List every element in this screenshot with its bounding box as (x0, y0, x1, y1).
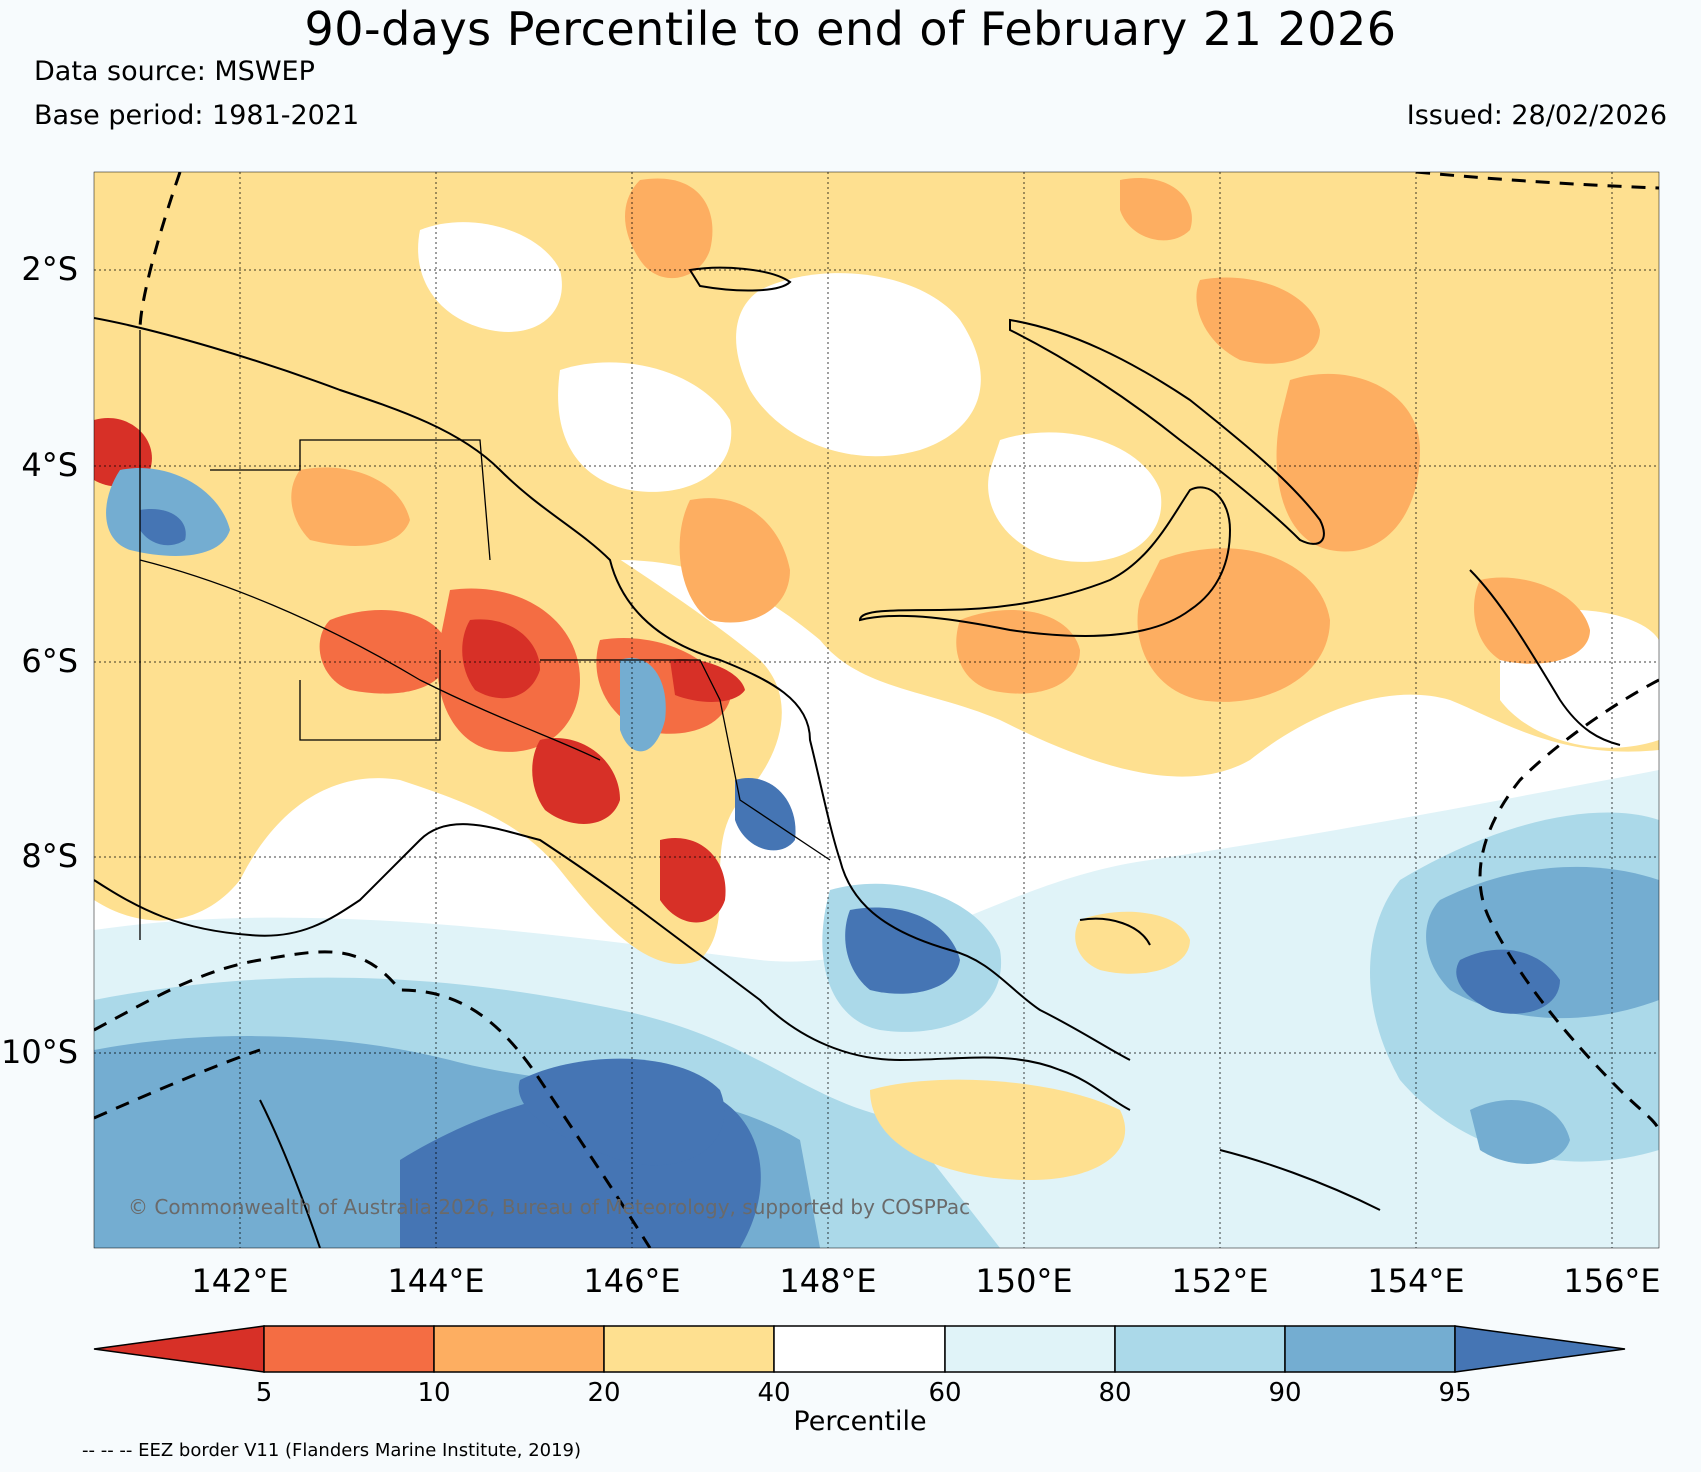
eez-border-torres (94, 1048, 261, 1120)
field-90-95-se (1470, 1100, 1570, 1164)
map-plot-area: © Commonwealth of Australia 2026, Bureau… (94, 172, 1659, 1248)
field-gt95-west (140, 509, 186, 546)
colorbar-tick-label: 95 (1438, 1378, 1471, 1408)
field-10-20-f (1137, 548, 1330, 702)
map-title: 90-days Percentile to end of February 21… (304, 2, 1397, 56)
lon-tick-label: 152°E (1171, 1262, 1268, 1300)
lat-tick-label: 8°S (21, 837, 78, 875)
colorbar-segment-60-80 (944, 1325, 1116, 1373)
colorbar-tick-label: 90 (1268, 1378, 1301, 1408)
province-border-d (540, 659, 831, 861)
new-guinea-south-coast (94, 823, 1131, 1111)
field-10-20-c (1196, 277, 1320, 364)
lat-tick-label: 4°S (21, 446, 78, 484)
colorbar-tick-label: 40 (757, 1378, 790, 1408)
colorbar-ticks: 5 10 20 40 60 80 90 95 (256, 1378, 1472, 1408)
lon-tick-label: 156°E (1563, 1262, 1660, 1300)
field-40-60-north-2 (988, 432, 1162, 562)
graticule (94, 172, 1659, 1248)
new-britain-coast (858, 486, 1232, 637)
lon-axis: 142°E 144°E 146°E 148°E 150°E 152°E 154°… (191, 1262, 1660, 1300)
new-ireland-coast (1009, 318, 1325, 545)
data-source-label: Data source: MSWEP (34, 56, 315, 87)
colorbar-segment-90-95 (1284, 1325, 1456, 1373)
rossel-coast (1219, 1149, 1381, 1211)
coastlines (94, 266, 1621, 1248)
lon-tick-label: 142°E (191, 1262, 288, 1300)
borders (139, 330, 831, 940)
colorbar-tick-label: 10 (417, 1378, 450, 1408)
new-guinea-north-coast (94, 317, 1131, 1061)
field-90-95-highlands (620, 658, 666, 752)
colorbar-title: Percentile (793, 1406, 926, 1437)
field-10-20-mainland-a (291, 467, 410, 546)
field-5-10-mainland (319, 610, 450, 694)
lat-tick-label: 2°S (21, 250, 78, 288)
bougainville-coast (1469, 569, 1621, 746)
field-40-60-north-3 (418, 222, 562, 332)
eez-borders (94, 172, 1659, 1248)
base-period-label: Base period: 1981-2021 (34, 100, 360, 131)
colorbar-tick-label: 80 (1098, 1378, 1131, 1408)
colorbar-segment-20-40 (603, 1325, 775, 1373)
issued-date-label: Issued: 28/02/2026 (1406, 100, 1667, 131)
province-border-b (299, 650, 441, 741)
field-gt95-solomon-sea (1456, 949, 1560, 1014)
colorbar-segment-80-90 (1114, 1325, 1286, 1373)
colorbar-tick-label: 60 (928, 1378, 961, 1408)
lat-axis: 2°S 4°S 6°S 8°S 10°S (1, 250, 78, 1071)
colorbar-segment-10-20 (433, 1325, 605, 1373)
lat-tick-label: 10°S (1, 1033, 78, 1071)
field-40-60-north-1 (736, 273, 981, 457)
trobriand-coast (1079, 917, 1151, 946)
eez-border-solomons (1478, 678, 1659, 1131)
credit-text: © Commonwealth of Australia 2026, Bureau… (128, 1195, 970, 1219)
lon-tick-label: 144°E (387, 1262, 484, 1300)
province-border-c (210, 439, 491, 561)
province-border-a (139, 559, 601, 761)
eez-border-northwest (138, 172, 182, 331)
colorbar-tick-label: 5 (256, 1378, 273, 1408)
field-gt95-highlands (735, 778, 796, 851)
field-10-20-h (1474, 577, 1590, 664)
colorbar-segment-40-60 (773, 1325, 946, 1373)
lon-tick-label: 146°E (583, 1262, 680, 1300)
colorbar-segment-gt95 (1454, 1325, 1626, 1373)
lon-tick-label: 154°E (1367, 1262, 1464, 1300)
field-lt5-d (660, 838, 726, 923)
cape-york-coast (259, 1099, 321, 1248)
field-10-20-d (1276, 373, 1420, 552)
eez-border-north (1415, 172, 1659, 190)
field-10-20-b (1120, 178, 1192, 241)
eez-border-southwest (94, 950, 652, 1248)
manus-coast (688, 266, 792, 292)
colorbar-segment-5-10 (263, 1325, 435, 1373)
field-gt95-coral-sea-2 (518, 1058, 725, 1166)
field-10-20-g (956, 610, 1080, 694)
colorbar (93, 1325, 1626, 1373)
field-10-20-e (679, 498, 790, 623)
map-frame (93, 171, 1660, 1249)
field-10-20-a (625, 178, 713, 279)
lat-tick-label: 6°S (21, 642, 78, 680)
field-20-40-d-entrecasteaux (1075, 911, 1190, 974)
field-20-40-louisiade (870, 1079, 1126, 1180)
lon-tick-label: 150°E (975, 1262, 1072, 1300)
field-gt95-papua (845, 907, 960, 994)
lon-tick-label: 148°E (779, 1262, 876, 1300)
colorbar-tick-label: 20 (587, 1378, 620, 1408)
field-lt5-b (670, 659, 745, 702)
colorbar-segment-lt5 (93, 1325, 265, 1373)
field-40-60-north-4 (558, 362, 732, 492)
eez-note: -- -- -- EEZ border V11 (Flanders Marine… (82, 1440, 582, 1461)
field-lt5-highlands (462, 619, 540, 699)
